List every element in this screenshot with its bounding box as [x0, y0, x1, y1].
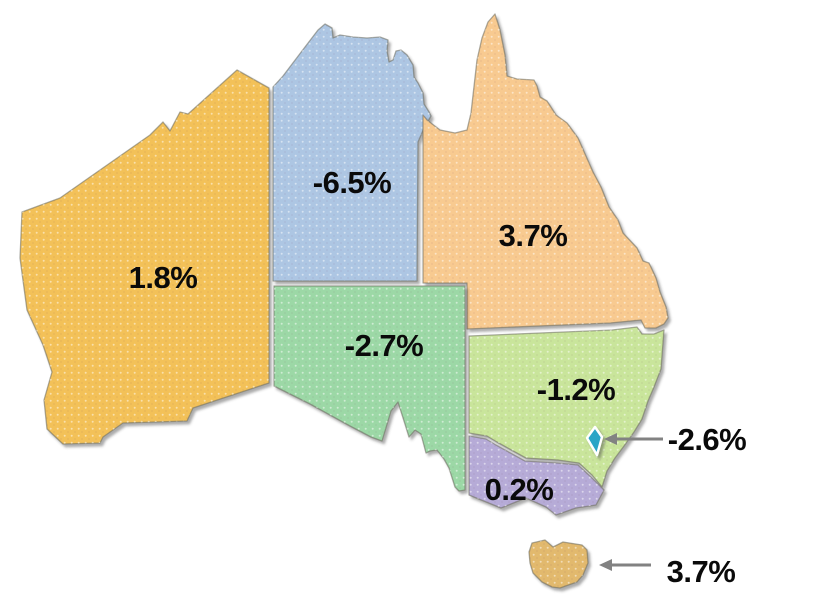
label-tasmania: 3.7%	[667, 554, 736, 589]
region-south-australia-texture	[274, 286, 465, 491]
region-queensland	[422, 13, 669, 330]
act-arrowhead-icon	[604, 433, 617, 445]
region-tasmania-texture	[529, 540, 588, 588]
region-western-australia-texture	[20, 70, 269, 444]
region-northern-territory	[272, 23, 432, 282]
region-tasmania	[528, 539, 589, 589]
region-south-australia	[273, 285, 466, 492]
label-northern-territory: -6.5%	[313, 165, 391, 200]
label-victoria: 0.2%	[485, 472, 554, 507]
region-queensland-texture	[423, 14, 668, 329]
tas-callout-arrow	[599, 559, 651, 571]
label-south-australia: -2.7%	[345, 328, 423, 363]
label-new-south-wales: -1.2%	[537, 372, 615, 407]
label-queensland: 3.7%	[499, 218, 568, 253]
tas-arrowhead-icon	[599, 559, 612, 571]
region-northern-territory-texture	[273, 24, 431, 281]
region-western-australia	[19, 69, 270, 445]
act-callout-arrow	[604, 433, 663, 445]
label-western-australia: 1.8%	[129, 260, 198, 295]
label-australian-capital-territory: -2.6%	[668, 422, 746, 457]
